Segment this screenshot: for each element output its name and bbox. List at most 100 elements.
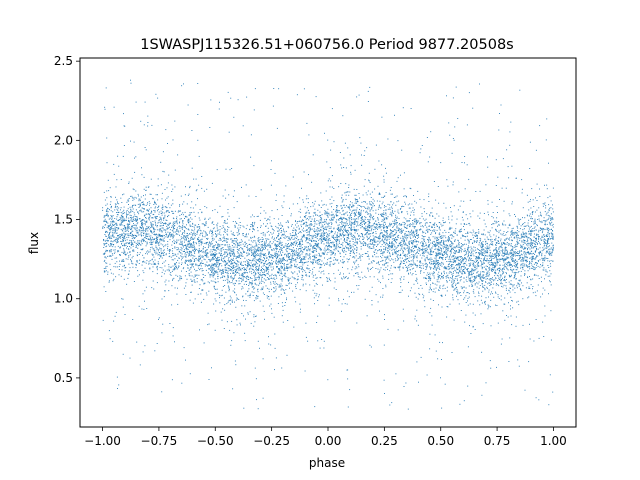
data-point [334,249,336,251]
data-point [483,266,485,268]
data-point [349,154,351,156]
data-point [200,268,202,270]
data-point [220,253,222,255]
data-point [301,258,302,260]
data-point [488,278,490,280]
data-point [271,254,273,256]
data-point [246,243,248,245]
data-point [436,267,438,269]
data-point [217,247,219,249]
data-point [244,269,246,270]
data-point [380,250,382,252]
data-point [395,237,396,238]
data-point [396,227,398,229]
data-point [462,270,463,272]
data-point [422,226,424,228]
data-point [253,260,255,262]
data-point [181,228,183,230]
data-point [548,236,550,238]
data-point [161,207,163,209]
data-point [239,268,241,270]
data-point [119,219,121,220]
data-point [225,249,227,250]
data-point [501,187,503,189]
data-point [292,252,294,254]
data-point [124,236,125,237]
data-point [318,260,320,262]
data-point [113,249,115,251]
data-point [344,213,346,215]
data-point [369,222,371,224]
data-point [230,261,232,263]
data-point [378,204,380,206]
data-point [429,348,431,350]
data-point [196,278,198,279]
data-point [544,305,546,307]
data-point [102,209,104,211]
data-point [436,242,438,244]
data-point [519,251,521,253]
data-point [441,306,443,308]
data-point [230,247,232,249]
data-point [504,319,506,321]
data-point [191,280,192,282]
data-point [255,315,257,317]
data-point [161,298,163,300]
data-point [422,243,423,245]
data-point [368,263,369,265]
data-point [323,252,325,254]
data-point [488,264,490,266]
data-point [411,232,413,234]
data-point [436,255,438,257]
data-point [433,277,435,279]
data-point [428,253,430,255]
data-point [527,239,528,241]
data-point [212,256,214,258]
data-point [527,297,529,299]
data-point [333,228,335,230]
data-point [462,269,464,271]
data-point [148,213,150,215]
data-point [243,407,245,409]
data-point [306,249,308,251]
data-point [366,147,368,149]
data-point [500,275,502,277]
data-point [444,273,445,275]
data-point [537,235,539,237]
data-point [512,269,514,271]
data-point [460,248,462,249]
data-point [458,250,460,252]
data-point [446,251,448,253]
data-point [389,260,391,262]
data-point [258,266,260,268]
data-point [400,232,402,234]
data-point [502,272,504,274]
data-point [130,218,132,220]
data-point [193,279,195,281]
data-point [349,206,351,208]
data-point [452,283,454,285]
data-point [488,274,490,276]
data-point [446,268,448,270]
data-point [429,279,431,281]
data-point [271,228,273,230]
data-point [157,236,159,238]
data-point [424,250,426,252]
data-point [217,233,219,235]
data-point [384,237,386,239]
data-point [552,234,554,236]
data-point [272,105,274,107]
data-point [534,273,536,275]
data-point [470,246,472,248]
data-point [447,248,449,250]
data-point [446,286,448,288]
data-point [252,222,254,224]
data-point [179,210,181,212]
data-point [372,235,374,237]
data-point [422,218,424,220]
data-point [495,239,497,241]
data-point [136,228,138,230]
data-point [467,300,468,302]
data-point [548,267,550,268]
data-point [412,240,414,242]
